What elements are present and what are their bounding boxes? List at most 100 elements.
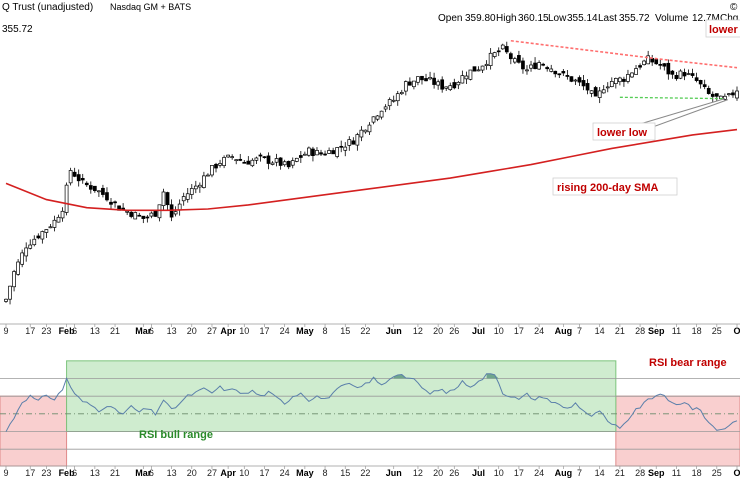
x-tick-label: 10 (239, 468, 249, 478)
candle (4, 298, 8, 303)
candle (500, 43, 505, 50)
price-readout: 355.72 (2, 24, 33, 35)
x-tick-label: O (733, 326, 740, 336)
candle (343, 142, 348, 157)
candle (238, 153, 243, 162)
volume-value: 12.7M (692, 13, 720, 24)
candle (88, 181, 93, 194)
candle (24, 242, 29, 262)
x-tick-label: 24 (280, 326, 290, 336)
x-tick-label: 18 (692, 326, 702, 336)
candle (8, 285, 12, 305)
candle (613, 77, 618, 89)
candle (403, 80, 408, 96)
x-tick-label: 10 (239, 326, 249, 336)
candle (662, 63, 667, 71)
volume-label: Volume (655, 13, 689, 24)
candle (702, 79, 707, 90)
candle (666, 59, 671, 80)
rsi-bear-range-right (615, 395, 740, 467)
candle (513, 56, 517, 64)
candle (464, 71, 469, 84)
candle (246, 156, 251, 165)
x-tick-label: 15 (340, 468, 350, 478)
chart-title: Q Trust (unadjusted) (2, 2, 93, 13)
candle (351, 137, 356, 145)
x-tick-label: 12 (413, 326, 423, 336)
candle (294, 157, 299, 163)
candle (274, 153, 279, 167)
candle (72, 167, 77, 178)
candle (173, 206, 178, 217)
x-tick-label: 13 (167, 468, 177, 478)
candle (581, 75, 586, 91)
x-tick-label: Apr (220, 326, 236, 336)
candle (266, 152, 271, 170)
candle (496, 47, 501, 57)
candle (137, 212, 142, 217)
x-tick-label: Feb (59, 468, 76, 478)
candle (533, 57, 537, 70)
lower-low-pointer (649, 99, 729, 129)
candle (133, 211, 138, 220)
x-tick-label: 18 (692, 468, 702, 478)
candle (270, 161, 275, 166)
annotation-lower-high-text: lower (709, 24, 738, 36)
candle (40, 230, 45, 244)
x-tick-label: 11 (672, 326, 681, 336)
candle (226, 154, 230, 158)
x-tick-label: 13 (90, 468, 100, 478)
candle (141, 215, 146, 224)
x-tick-label: Aug (555, 468, 573, 478)
candle (609, 77, 614, 88)
candle (472, 66, 477, 72)
candle (387, 97, 392, 111)
rsi-bull-range-label: RSI bull range (139, 429, 213, 441)
x-tick-label: Jul (472, 468, 485, 478)
candle (383, 104, 388, 113)
annotation-lower-low: lower low (592, 122, 656, 141)
candle (97, 190, 101, 197)
last-value: 355.72 (619, 13, 650, 24)
candle (335, 146, 340, 159)
candle (537, 60, 541, 70)
x-tick-label: Mar (135, 468, 152, 478)
candle (363, 129, 368, 134)
candle (529, 60, 533, 72)
candle (504, 41, 509, 54)
x-tick-label: 24 (534, 326, 544, 336)
x-tick-label: 20 (187, 326, 197, 336)
candle (339, 140, 344, 153)
candle (230, 154, 235, 160)
candle (714, 93, 719, 102)
x-tick-label: 17 (514, 468, 524, 478)
candle (189, 184, 194, 200)
candle (468, 69, 473, 81)
rsi-panel: RSI bull range RSI bear range (0, 342, 740, 467)
candle (254, 156, 259, 165)
candle (517, 50, 521, 64)
x-tick-label: May (296, 326, 314, 336)
candle (68, 167, 73, 186)
candle (416, 76, 420, 86)
x-tick-label: 8 (323, 326, 328, 336)
x-tick-label: 28 (635, 326, 645, 336)
rsi-reference-lines (0, 378, 740, 450)
x-tick-label: 21 (110, 468, 120, 478)
candle (242, 159, 247, 164)
candle (420, 75, 424, 85)
candle (480, 65, 485, 73)
x-tick-label: 17 (25, 468, 35, 478)
low-value: 355.14 (567, 13, 598, 24)
x-tick-label: 21 (615, 468, 625, 478)
x-tick-label: Feb (59, 326, 76, 336)
candle (682, 68, 687, 81)
lower-low-pointer (639, 98, 726, 125)
candle (622, 76, 626, 87)
candle (258, 152, 263, 162)
x-tick-label: 17 (25, 326, 35, 336)
sma-200-line (5, 128, 738, 212)
candle (412, 80, 416, 90)
candle (557, 73, 562, 79)
